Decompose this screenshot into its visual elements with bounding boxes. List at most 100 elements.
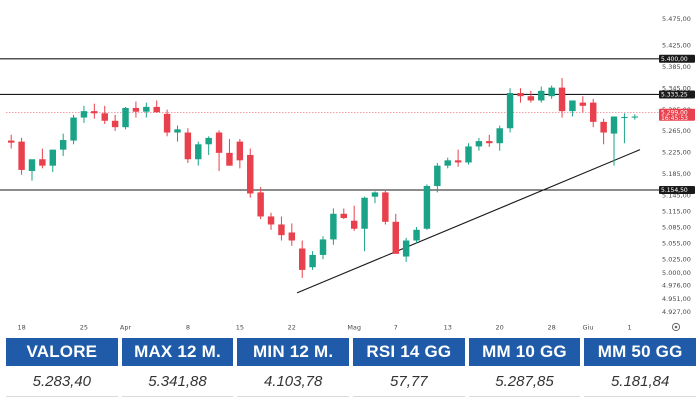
candle (101, 105, 108, 124)
candle-body (70, 117, 77, 141)
candle (215, 130, 223, 172)
candle-body (517, 92, 524, 97)
x-tick-label: 1 (628, 324, 632, 332)
y-tick-label: 4.976,00 (662, 282, 691, 290)
candle-body (600, 121, 607, 133)
candle-body (590, 102, 597, 122)
x-tick-label: 7 (394, 324, 398, 332)
candle (205, 136, 212, 155)
stat-value: 5.181,84 (584, 366, 696, 397)
candle-body (122, 107, 129, 128)
stat-label: MM 10 GG (468, 338, 581, 366)
level-tag (659, 54, 695, 63)
stat-value: 5.287,85 (468, 366, 581, 397)
candle (475, 137, 483, 151)
candle-body (39, 159, 46, 166)
candle-body (28, 159, 36, 172)
candle (590, 98, 597, 128)
candle (70, 114, 77, 145)
stat-valore: VALORE 5.283,40 (6, 338, 118, 398)
candle (184, 128, 192, 163)
stat-value: 5.341,88 (121, 366, 234, 397)
candle (371, 191, 379, 204)
candle (59, 133, 67, 157)
candle (247, 148, 254, 198)
y-tick-label: 4.951,00 (662, 295, 691, 303)
candle-body (340, 213, 348, 219)
x-tick-label: 25 (80, 324, 88, 332)
candle-body (288, 232, 296, 241)
candle (18, 137, 25, 175)
candle (350, 205, 358, 231)
y-tick-label: 5.225,00 (662, 149, 691, 157)
level-tag-label: 5.154,50 (661, 187, 688, 194)
x-tick-label: 13 (444, 324, 452, 332)
candle (111, 114, 119, 131)
trendline (296, 149, 641, 294)
candle-body (465, 146, 472, 163)
x-tick-label: Mag (347, 324, 361, 332)
candle-body (444, 160, 451, 166)
candle-body (538, 90, 545, 101)
candle (39, 148, 46, 169)
candle (132, 101, 140, 118)
level-tag-label: 5.400,00 (661, 56, 688, 63)
candle-body (257, 192, 264, 217)
level-tag (659, 185, 695, 194)
candle (195, 141, 202, 166)
candle-body (475, 141, 483, 147)
candle-body (350, 220, 358, 229)
candle (402, 237, 410, 262)
y-tick-label: 5.385,00 (662, 63, 691, 71)
candle-body (413, 229, 420, 241)
candle-body (59, 140, 67, 150)
candle (340, 208, 348, 220)
price-tag-label: 5.299,00 (661, 109, 688, 116)
candle (517, 88, 524, 103)
x-tick-label: Giu (583, 324, 594, 332)
candle (288, 223, 296, 246)
candle-body (7, 140, 15, 143)
y-tick-label: 5.425,00 (662, 42, 691, 50)
candle (226, 138, 233, 166)
price-tag (659, 108, 695, 121)
candle (257, 187, 264, 220)
candle (465, 143, 472, 165)
candle (80, 105, 88, 123)
candle-body (579, 102, 587, 106)
candle (7, 134, 15, 149)
level-tag-label: 5.333,25 (661, 92, 688, 99)
stats-table: VALORE 5.283,40 MAX 12 M. 5.341,88 MIN 1… (6, 338, 696, 398)
y-tick-label: 5.185,00 (662, 170, 691, 178)
candle-body (80, 111, 88, 118)
y-tick-label: 5.000,00 (662, 269, 691, 277)
y-tick-label: 5.025,00 (662, 256, 691, 264)
candle-body (267, 216, 275, 225)
stat-label: MM 50 GG (584, 338, 696, 366)
x-tick-label: 15 (236, 324, 244, 332)
candle (174, 125, 181, 142)
stat-value: 5.283,40 (6, 366, 118, 397)
candle (91, 103, 98, 119)
candle-body (558, 87, 566, 112)
level-tag (659, 90, 695, 99)
candle (631, 114, 639, 120)
candle (49, 149, 56, 173)
candle (610, 116, 618, 166)
x-tick-label: 28 (548, 324, 556, 332)
candle (506, 88, 514, 133)
candle (236, 138, 244, 169)
y-tick-label: 5.115,00 (662, 207, 691, 215)
candle-body (454, 160, 462, 163)
stat-label: VALORE (6, 338, 118, 366)
stat-value: 4.103,78 (237, 366, 349, 397)
candle-body (111, 120, 119, 128)
candle (496, 125, 503, 151)
gear-icon[interactable] (671, 322, 681, 332)
candle-body (496, 128, 503, 144)
candle (527, 90, 535, 103)
candle-body (49, 149, 56, 166)
candle (278, 216, 285, 241)
price-chart[interactable]: 5.475,005.425,005.385,005.345,005.305,00… (0, 0, 700, 335)
stat-mm-50: MM 50 GG 5.181,84 (584, 338, 696, 398)
